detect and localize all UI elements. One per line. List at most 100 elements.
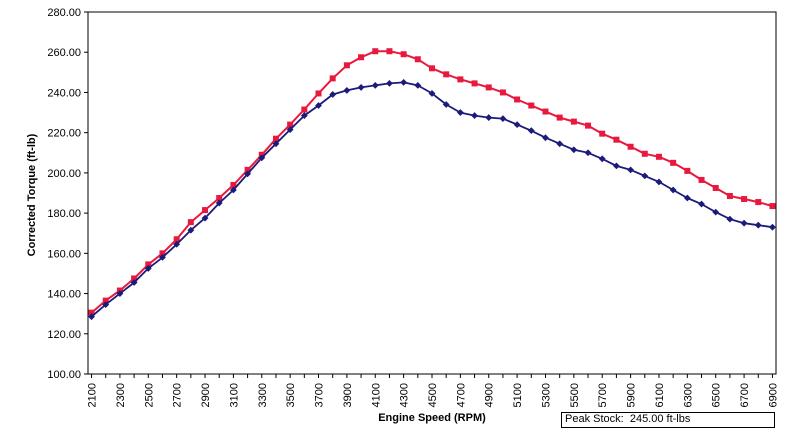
data-point — [244, 170, 251, 178]
data-point — [598, 155, 606, 163]
data-point — [287, 121, 294, 128]
x-tick-label: 2300 — [115, 383, 127, 407]
data-point — [754, 221, 762, 229]
data-point — [343, 62, 350, 69]
data-point — [528, 102, 535, 109]
data-point — [343, 87, 351, 94]
data-point — [514, 96, 521, 103]
data-point — [755, 199, 762, 206]
series-line-2 — [90, 81, 773, 318]
data-point — [159, 250, 166, 257]
data-point — [272, 135, 279, 142]
data-point — [556, 140, 564, 148]
data-point — [641, 150, 648, 157]
data-point — [88, 313, 95, 321]
y-tick-label: 200.00 — [47, 168, 81, 180]
data-point — [527, 127, 535, 135]
data-point — [456, 109, 464, 116]
data-point — [386, 79, 393, 87]
x-tick-label: 6900 — [767, 383, 779, 407]
data-point — [726, 215, 734, 223]
x-tick-label: 6300 — [682, 383, 694, 407]
data-point — [116, 290, 124, 297]
data-point — [740, 219, 748, 227]
x-tick-label: 5900 — [626, 383, 638, 407]
data-point — [499, 89, 506, 96]
y-tick-label: 280.00 — [47, 7, 81, 19]
data-point — [215, 199, 223, 207]
data-point — [131, 275, 138, 282]
x-tick-label: 6100 — [654, 383, 666, 407]
data-point — [429, 65, 435, 72]
x-tick-label: 6700 — [739, 383, 751, 407]
data-point — [599, 130, 606, 137]
data-point — [627, 166, 634, 174]
data-point — [414, 56, 421, 63]
peak-stock-box: Peak Stock: 245.00 ft-lbs — [561, 412, 775, 428]
data-point — [741, 196, 748, 203]
data-point — [386, 48, 393, 55]
data-point — [471, 80, 478, 87]
data-point — [584, 149, 592, 157]
x-tick-label: 4900 — [484, 383, 496, 407]
data-point — [485, 114, 493, 121]
series-layer — [88, 48, 776, 321]
data-point — [585, 122, 592, 129]
x-tick-label: 5100 — [512, 383, 524, 407]
data-point — [443, 71, 450, 78]
y-tick-label: 260.00 — [47, 47, 81, 59]
x-axis: 2100 2300 2500 2700 2900 3100 3300 3500 3700 3900… — [87, 374, 779, 407]
data-point — [329, 75, 336, 82]
data-point — [698, 200, 705, 208]
y-axis: 100.00 120.00 140.00 160.00 180.00 200.00 220.… — [47, 7, 777, 381]
data-point — [130, 279, 138, 286]
data-point — [712, 208, 720, 216]
x-tick-label: 3300 — [257, 383, 269, 407]
x-tick-label: 3700 — [314, 383, 326, 407]
data-point — [173, 236, 180, 243]
data-point — [613, 136, 620, 143]
data-point — [173, 240, 181, 248]
data-point — [159, 253, 166, 261]
data-point — [670, 159, 677, 166]
x-tick-label: 3900 — [342, 383, 354, 407]
data-point — [613, 162, 620, 170]
data-point — [570, 146, 578, 154]
data-point — [144, 265, 152, 272]
data-point — [457, 76, 464, 83]
peak-stock-label: Peak Stock: — [565, 413, 624, 425]
y-tick-label: 140.00 — [47, 289, 81, 301]
x-tick-label: 5700 — [597, 383, 609, 407]
data-point — [300, 112, 308, 119]
x-axis-title: Engine Speed (RPM) — [378, 412, 486, 424]
data-point — [272, 140, 280, 148]
data-point — [358, 54, 365, 61]
x-tick-label: 6500 — [711, 383, 723, 407]
data-point — [542, 134, 549, 142]
data-point — [513, 121, 521, 129]
data-point — [88, 309, 95, 316]
data-point — [769, 223, 776, 231]
data-point — [286, 126, 294, 134]
y-tick-label: 240.00 — [47, 87, 81, 99]
data-point — [187, 226, 195, 234]
data-point — [669, 186, 677, 194]
data-point — [655, 153, 662, 160]
y-tick-label: 220.00 — [47, 128, 81, 140]
data-point — [372, 48, 379, 55]
data-point — [315, 90, 322, 97]
y-tick-label: 180.00 — [47, 208, 81, 220]
x-tick-label: 4100 — [370, 383, 382, 407]
data-point — [414, 82, 422, 89]
y-axis-title: Corrected Torque (ft-lb) — [26, 133, 38, 256]
data-point — [442, 101, 450, 108]
data-point — [400, 51, 407, 58]
x-tick-label: 4700 — [455, 383, 467, 407]
data-point — [230, 181, 237, 188]
data-point — [556, 114, 563, 121]
data-point — [315, 102, 322, 109]
data-point — [769, 203, 776, 210]
data-point — [627, 143, 634, 150]
data-point — [216, 195, 223, 202]
